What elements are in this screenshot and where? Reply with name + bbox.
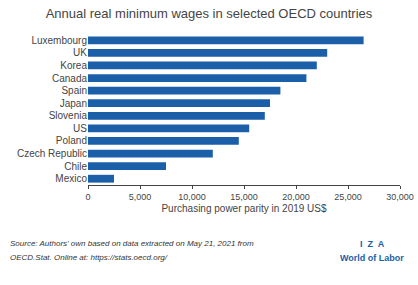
svg-text:Czech Republic: Czech Republic xyxy=(17,148,87,159)
svg-text:20,000: 20,000 xyxy=(282,192,310,202)
svg-text:World of Labor: World of Labor xyxy=(340,253,404,263)
svg-text:Spain: Spain xyxy=(61,85,87,96)
svg-text:Japan: Japan xyxy=(60,98,87,109)
svg-text:I Z A: I Z A xyxy=(360,239,385,249)
svg-text:30,000: 30,000 xyxy=(386,192,414,202)
svg-text:0: 0 xyxy=(85,192,90,202)
svg-text:Source: Authors' own based on: Source: Authors' own based on data extra… xyxy=(10,239,254,248)
svg-text:Chile: Chile xyxy=(64,161,87,172)
svg-text:Purchasing power parity in 201: Purchasing power parity in 2019 US$ xyxy=(161,203,327,214)
svg-text:UK: UK xyxy=(73,47,87,58)
svg-text:10,000: 10,000 xyxy=(178,192,206,202)
svg-text:5,000: 5,000 xyxy=(129,192,152,202)
svg-text:15,000: 15,000 xyxy=(230,192,258,202)
svg-text:Korea: Korea xyxy=(60,60,87,71)
svg-text:US: US xyxy=(73,123,87,134)
svg-text:Canada: Canada xyxy=(52,73,87,84)
svg-text:Slovenia: Slovenia xyxy=(49,110,88,121)
svg-text:25,000: 25,000 xyxy=(334,192,362,202)
svg-text:Mexico: Mexico xyxy=(55,173,87,184)
svg-text:Luxembourg: Luxembourg xyxy=(31,35,87,46)
svg-text:Annual real minimum wages in s: Annual real minimum wages in selected OE… xyxy=(46,6,373,21)
svg-text:Poland: Poland xyxy=(56,135,87,146)
svg-text:OECD.Stat. Online at: https://: OECD.Stat. Online at: https://stats.oecd… xyxy=(10,253,168,262)
